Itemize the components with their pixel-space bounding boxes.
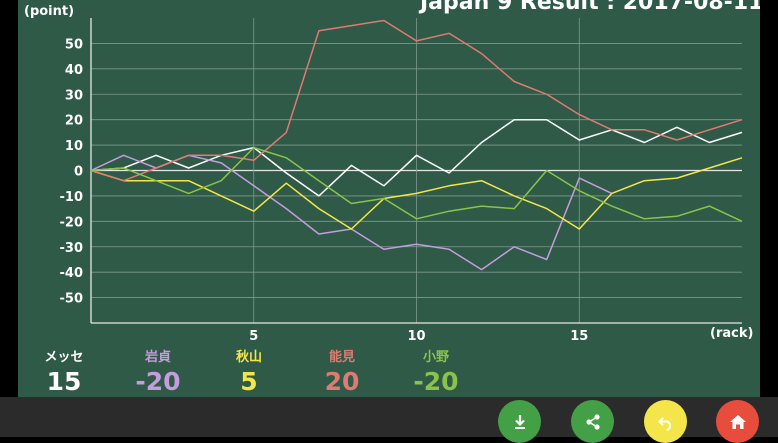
y-tick-label: -10 (60, 190, 84, 205)
y-tick-label: 10 (65, 139, 83, 154)
download-icon (514, 414, 525, 429)
score-chart: 50 40 30 20 10 0 -10 -20 -30 -40 -50 5 10 15 (60, 18, 743, 340)
player-points: -20 (413, 367, 459, 396)
x-axis-label: (rack) (710, 326, 754, 341)
score-ono: 小野 -20 (391, 346, 481, 396)
player-name: 小野 (422, 350, 449, 365)
series-line-小野 (90, 146, 743, 222)
score-nomi: 能見 20 (297, 346, 387, 396)
home-icon (729, 414, 746, 429)
share-icon (585, 413, 600, 430)
player-points: 5 (240, 367, 258, 396)
y-tick-label: 40 (65, 63, 83, 78)
undo-icon (657, 416, 671, 431)
x-tick-label: 5 (249, 329, 258, 340)
score-messe: メッセ 15 (19, 346, 109, 396)
player-points: -20 (135, 367, 181, 396)
score-akiyama: 秋山 5 (204, 346, 294, 396)
y-tick-label: -50 (60, 292, 84, 307)
y-axis-label: (point) (24, 4, 75, 19)
player-points: 20 (324, 367, 360, 396)
undo-button[interactable] (644, 400, 687, 443)
x-tick-label: 10 (407, 329, 425, 340)
page-title: Japan 9 Result : 2017-08-11 (420, 0, 760, 15)
series-line-秋山 (90, 157, 743, 230)
x-tick-label: 15 (570, 329, 588, 340)
y-tick-label: 0 (74, 165, 83, 180)
y-tick-label: 20 (65, 114, 83, 129)
y-tick-label: -20 (60, 215, 84, 230)
y-tick-label: 30 (65, 88, 83, 103)
result-board: Japan 9 Result : 2017-08-11 (point) (rac… (18, 0, 760, 397)
home-button[interactable] (716, 400, 759, 443)
download-button[interactable] (498, 400, 541, 443)
player-points: 15 (46, 367, 82, 396)
share-button[interactable] (571, 400, 614, 443)
series-line-能見 (90, 19, 743, 182)
series-line-岩貞 (90, 154, 613, 271)
player-name: 秋山 (235, 350, 262, 365)
player-name: メッセ (44, 350, 84, 365)
series-line-メッセ (90, 118, 743, 197)
y-tick-label: -30 (60, 241, 84, 256)
player-name: 岩貞 (144, 350, 171, 365)
player-name: 能見 (328, 350, 355, 365)
y-tick-label: -40 (60, 266, 84, 281)
y-tick-label: 50 (65, 37, 83, 52)
score-iwasada: 岩貞 -20 (113, 346, 203, 396)
